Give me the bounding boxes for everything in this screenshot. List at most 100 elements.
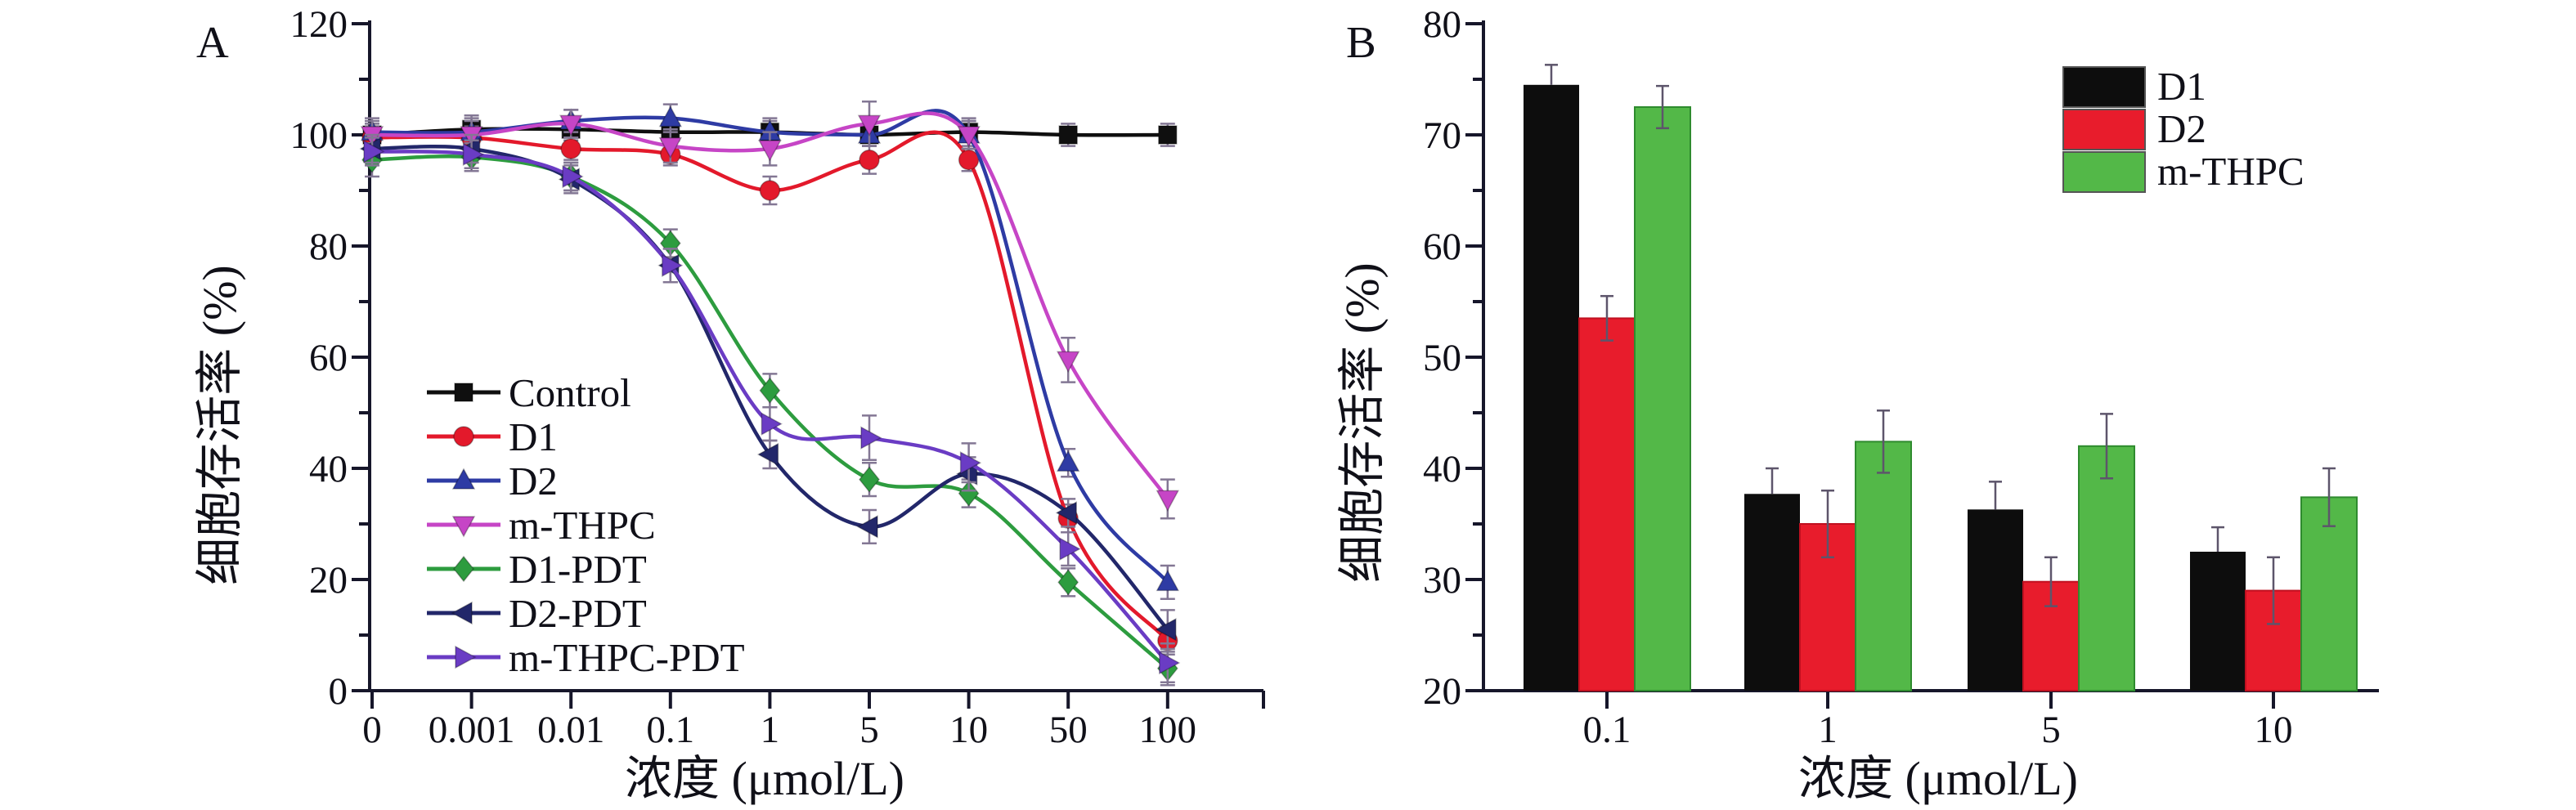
line-chart-a: A 0 20 40 60 80 100 120 0 0.001 0.01 0.1 1 5 10 50 100 浓… [193,3,1265,805]
data-point-m-THPC-PDT-10 [959,450,982,475]
legend-item-D2: D2 [2062,106,2206,151]
series-m-THPC-PDT [363,136,1181,684]
data-point-m-THPC-1 [758,140,782,162]
legend-label: D1 [509,414,558,459]
data-point-D2-100 [1156,569,1180,592]
data-point-m-THPC-5 [857,114,882,136]
legend-marker-circle [453,426,474,447]
legend-swatch [2062,66,2146,108]
legend-item-m-THPC: m-THPC [2062,149,2304,194]
x-tick-label: 0.01 [537,709,604,751]
x-tick-label: 5 [859,709,879,751]
data-point-m-THPC-PDT-5 [860,426,882,450]
data-point-D2-50 [1056,450,1080,472]
bar-chart-b: B 20 30 40 50 60 70 80 0.1 1 5 10 浓度 (μmol/L) 细胞存活率 … [1335,3,2379,805]
legend-item-Control: Control [427,370,631,415]
data-point-D1-PDT-1 [759,377,781,405]
legend-item-D1-PDT: D1-PDT [427,547,647,592]
data-point-D2-PDT-50 [1055,501,1077,525]
error-bar [1656,84,1669,130]
x-tick-label: 0 [362,709,382,751]
bar-D1-0.1 [1524,84,1579,691]
error-bar [2211,526,2224,552]
y-tick-label: 80 [309,226,348,268]
data-point-D1-10 [958,149,980,171]
x-axis: 0.1 1 5 10 [1482,689,2379,751]
data-point-Control-100 [1158,125,1178,145]
panel-b-cytotoxicity-bar-chart: B 20 30 40 50 60 70 80 0.1 1 5 10 浓度 (μmol/L) 细胞存活率 … [1276,0,2576,810]
legend-item-m-THPC: m-THPC [427,503,656,548]
legend-marker-triangle-right [455,645,477,669]
y-tick-label: 60 [309,337,348,379]
bar-D1-1 [1744,494,1800,691]
y-axis: 20 30 40 50 60 70 80 [1423,3,1485,713]
x-tick-label: 5 [2041,709,2061,751]
x-axis-title: 浓度 (μmol/L) [625,752,904,805]
error-bar [2044,556,2058,607]
data-point-D2-PDT-5 [856,515,878,539]
y-tick-label: 40 [1423,448,1461,490]
y-tick-label: 120 [290,3,348,46]
x-tick-label: 10 [2255,709,2293,751]
legend-item-D2-PDT: D2-PDT [427,591,647,636]
bars [1524,64,2358,691]
legend-label: D1 [2157,64,2206,109]
legend-item-m-THPC-PDT: m-THPC-PDT [427,635,745,680]
data-point-D1-1 [759,180,781,201]
error-bar [1766,467,1779,495]
y-tick-label: 50 [1423,337,1461,379]
series-line-m-THPC [371,111,1169,500]
legend-marker-triangle-left [451,601,473,625]
legend-item-D1: D1 [427,414,558,459]
y-tick-label: 0 [329,670,348,713]
bar-m-THPC-0.1 [1634,106,1691,691]
data-point-D1-PDT-5 [859,466,880,493]
y-tick-label: 20 [1423,670,1461,713]
x-tick-label: 50 [1049,709,1088,751]
legend-marker-square [454,383,473,402]
error-bar [1821,489,1834,559]
data-point-D1-5 [859,149,880,171]
data-point-D1-0.01 [560,138,581,159]
legend-item-D1: D1 [2062,64,2206,109]
y-tick-label: 30 [1423,559,1461,602]
legend-label: m-THPC [2157,149,2304,194]
data-point-Control-50 [1058,125,1078,145]
data-point-D1-PDT-10 [958,480,980,507]
x-tick-label: 1 [761,709,780,751]
data-point-m-THPC-0.1 [658,136,683,159]
error-bar [1600,294,1613,342]
data-point-m-THPC-PDT-0.1 [662,253,684,278]
error-bar [1545,64,1558,85]
x-tick-label: 100 [1139,709,1197,751]
data-point-m-THPC-PDT-0.001 [462,142,485,167]
legend-item-D2: D2 [427,459,558,503]
x-tick-label: 10 [949,709,988,751]
legend-label: D2-PDT [509,591,647,636]
error-bar [1877,409,1890,474]
data-point-m-THPC-100 [1156,490,1180,512]
x-axis: 0 0.001 0.01 0.1 1 5 10 50 100 [362,689,1265,751]
panel-a-cytotoxicity-line-chart: A 0 20 40 60 80 100 120 0 0.001 0.01 0.1 1 5 10 50 100 浓… [0,0,1276,810]
bar-m-THPC-10 [2300,496,2358,691]
data-point-m-THPC-0.01 [559,114,583,136]
y-axis: 0 20 40 60 80 100 120 [290,3,371,713]
x-axis-title: 浓度 (μmol/L) [1798,752,2078,805]
y-axis-title: 细胞存活率 (%) [1335,262,1389,582]
legend-swatch [2062,109,2146,150]
legend-label: D2 [509,459,558,503]
panel-a-letter: A [196,17,229,67]
data-point-D2-0.1 [658,105,683,128]
bar-m-THPC-1 [1855,441,1912,691]
error-bar [2322,467,2336,527]
error-bar [1989,481,2002,510]
data-point-m-THPC-PDT-50 [1059,537,1081,561]
x-tick-label: 0.1 [1583,709,1631,751]
error-bar [2100,413,2113,480]
bar-D1-10 [2190,552,2246,691]
error-bar [2267,556,2280,625]
data-point-m-THPC-PDT-0 [363,140,385,163]
y-tick-label: 40 [309,448,348,490]
y-tick-label: 100 [290,114,348,157]
